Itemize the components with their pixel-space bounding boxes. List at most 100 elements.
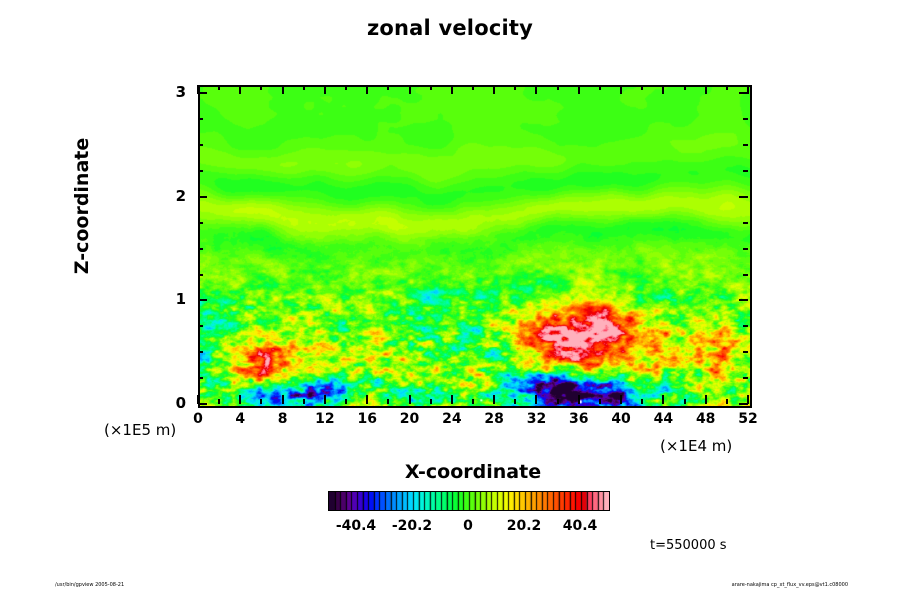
x-axis-minor-tick bbox=[725, 85, 728, 90]
footer-right-text: arare-nakajima cp_xt_flux_vv.eps@vt1.c08… bbox=[731, 582, 848, 588]
x-axis-minor-tick bbox=[345, 85, 348, 90]
y-axis-minor-tick bbox=[198, 273, 203, 276]
y-axis-minor-tick bbox=[198, 247, 203, 250]
y-axis-minor-tick bbox=[198, 351, 203, 354]
y-axis-minor-tick bbox=[743, 325, 748, 328]
heatmap-field bbox=[200, 87, 750, 406]
x-axis-minor-tick bbox=[429, 399, 432, 404]
y-axis-minor-tick bbox=[743, 169, 748, 172]
x-axis-major-tick bbox=[197, 395, 199, 404]
y-axis-minor-tick bbox=[198, 144, 203, 147]
x-axis-major-tick bbox=[323, 85, 326, 94]
x-axis-tick-label: 44 bbox=[653, 411, 674, 427]
y-axis-minor-tick bbox=[743, 351, 748, 354]
x-axis-tick-label: 20 bbox=[399, 411, 420, 427]
x-axis-minor-tick bbox=[218, 85, 221, 90]
y-axis-minor-tick bbox=[743, 221, 748, 224]
x-axis-tick-label: 52 bbox=[738, 411, 758, 427]
colorbar-tick-label: 20.2 bbox=[506, 518, 542, 534]
y-axis-minor-tick bbox=[198, 169, 203, 172]
x-axis-major-tick bbox=[366, 85, 369, 94]
y-axis-major-tick bbox=[198, 299, 207, 302]
x-axis-major-tick bbox=[662, 85, 665, 94]
x-axis-tick-label: 24 bbox=[442, 411, 462, 427]
x-axis-tick-label: 28 bbox=[484, 411, 504, 427]
x-axis-tick-label: 12 bbox=[315, 411, 335, 427]
x-axis-major-tick bbox=[662, 395, 665, 404]
x-axis-minor-tick bbox=[345, 399, 348, 404]
time-annotation: t=550000 s bbox=[650, 538, 727, 553]
x-axis-minor-tick bbox=[387, 85, 390, 90]
y-axis-tick-label: 0 bbox=[175, 394, 186, 412]
x-axis-major-tick bbox=[620, 395, 623, 404]
x-axis-title: X-coordinate bbox=[404, 461, 542, 483]
plot-area bbox=[198, 85, 752, 408]
x-axis-major-tick bbox=[493, 395, 496, 404]
x-axis-major-tick bbox=[747, 395, 749, 404]
x-axis-minor-tick bbox=[641, 399, 644, 404]
x-axis-minor-tick bbox=[514, 399, 517, 404]
x-axis-tick-label: 16 bbox=[357, 411, 377, 427]
x-axis-minor-tick bbox=[302, 399, 305, 404]
x-axis-minor-tick bbox=[556, 399, 559, 404]
y-axis-major-tick bbox=[739, 195, 748, 198]
x-axis-major-tick bbox=[197, 85, 199, 94]
y-axis-tick-label: 1 bbox=[175, 290, 186, 309]
x-axis-major-tick bbox=[577, 85, 580, 94]
colorbar-tick-label: -40.4 bbox=[335, 518, 377, 534]
y-axis-minor-tick bbox=[198, 377, 203, 380]
x-axis-major-tick bbox=[281, 85, 284, 94]
y-axis-minor-tick bbox=[743, 247, 748, 250]
y-axis-major-tick bbox=[739, 92, 748, 95]
colorbar bbox=[328, 491, 610, 511]
x-axis-tick-label: 40 bbox=[611, 411, 631, 427]
y-axis-minor-tick bbox=[743, 118, 748, 121]
x-axis-minor-tick bbox=[683, 399, 686, 404]
x-axis-minor-tick bbox=[683, 85, 686, 90]
y-axis-major-tick bbox=[739, 299, 748, 302]
x-axis-unit-left: (×1E5 m) bbox=[104, 421, 177, 439]
footer-left-text: /usr/bin/gpview 2005-08-21 bbox=[55, 582, 125, 588]
x-axis-major-tick bbox=[281, 395, 284, 404]
y-axis-tick-label: 3 bbox=[175, 83, 186, 102]
x-axis-major-tick bbox=[535, 85, 538, 94]
colorbar-tick-label: 0 bbox=[463, 518, 473, 534]
x-axis-minor-tick bbox=[641, 85, 644, 90]
x-axis-minor-tick bbox=[514, 85, 517, 90]
y-axis-title: Z-coordinate bbox=[71, 137, 93, 275]
x-axis-minor-tick bbox=[472, 85, 474, 90]
x-axis-tick-label: 4 bbox=[235, 411, 246, 427]
x-axis-major-tick bbox=[704, 395, 707, 404]
y-axis-major-tick bbox=[198, 92, 207, 95]
y-axis-minor-tick bbox=[743, 273, 748, 276]
x-axis-minor-tick bbox=[556, 85, 559, 90]
x-axis-major-tick bbox=[747, 85, 749, 94]
y-axis-minor-tick bbox=[198, 325, 203, 328]
x-axis-minor-tick bbox=[387, 399, 390, 404]
x-axis-minor-tick bbox=[260, 399, 263, 404]
x-axis-major-tick bbox=[704, 85, 707, 94]
x-axis-major-tick bbox=[408, 395, 411, 404]
x-axis-major-tick bbox=[535, 395, 538, 404]
page-title: zonal velocity bbox=[366, 16, 533, 40]
y-axis-minor-tick bbox=[743, 144, 748, 147]
x-axis-tick-label: 32 bbox=[526, 411, 547, 427]
x-axis-minor-tick bbox=[472, 399, 474, 404]
x-axis-major-tick bbox=[450, 85, 453, 94]
colorbar-gradient bbox=[329, 492, 609, 510]
y-axis-major-tick bbox=[198, 195, 207, 198]
x-axis-unit-right: (×1E4 m) bbox=[660, 437, 733, 455]
y-axis-minor-tick bbox=[198, 118, 203, 121]
x-axis-minor-tick bbox=[218, 399, 221, 404]
x-axis-tick-label: 8 bbox=[277, 411, 288, 427]
y-axis-tick-label: 2 bbox=[175, 186, 186, 205]
x-axis-major-tick bbox=[323, 395, 326, 404]
y-axis-minor-tick bbox=[198, 221, 203, 224]
colorbar-tick-label: -20.2 bbox=[391, 518, 433, 534]
y-axis-major-tick bbox=[739, 403, 748, 405]
x-axis-minor-tick bbox=[725, 399, 728, 404]
x-axis-minor-tick bbox=[429, 85, 432, 90]
y-axis-minor-tick bbox=[743, 377, 748, 380]
x-axis-major-tick bbox=[493, 85, 496, 94]
y-axis-major-tick bbox=[198, 403, 207, 405]
